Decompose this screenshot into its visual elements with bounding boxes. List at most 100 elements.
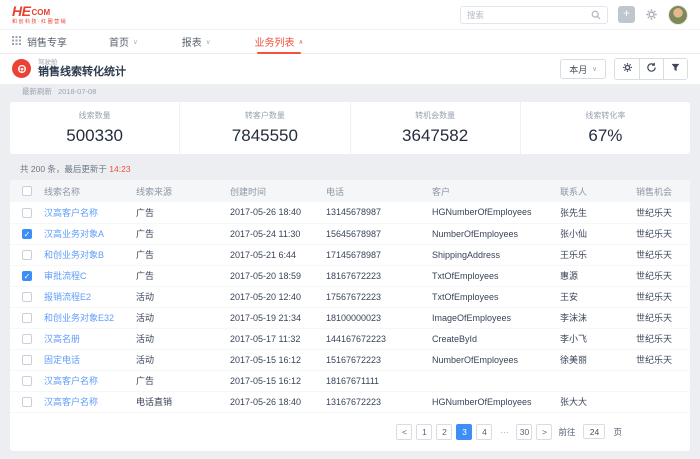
lead-name-link[interactable]: 汉高名册 (40, 328, 132, 349)
column-header: 销售机会 (632, 180, 690, 202)
logo-he: HE (12, 4, 30, 18)
table-row: 汉高名册活动2017-05-17 11:32144167672223Create… (10, 328, 690, 349)
tab-business-list-label: 业务列表 (255, 34, 295, 49)
row-checkbox[interactable] (22, 355, 32, 365)
pagination-prev-button[interactable]: < (396, 424, 412, 440)
refresh-button[interactable] (639, 59, 663, 79)
gear-icon (622, 60, 633, 78)
table-row: 和创业务对象E32活动2017-05-19 21:3418100000023Im… (10, 307, 690, 328)
refresh-label: 最新刷新 (22, 86, 52, 97)
stat-customers: 转客户数量 7845550 (180, 102, 350, 154)
tab-home-label: 首页 (109, 34, 129, 49)
row-checkbox-cell: ✓ (10, 265, 40, 286)
lead-created: 2017-05-24 11:30 (226, 223, 322, 244)
lead-customer: TxtOfEmployees (428, 286, 556, 307)
pagination-next-button[interactable]: > (536, 424, 552, 440)
tab-home[interactable]: 首页 ∨ (109, 30, 138, 54)
app-switcher[interactable]: 销售专享 (12, 34, 67, 49)
lead-name-link[interactable]: 汉高客户名称 (40, 391, 132, 412)
lead-phone: 17145678987 (322, 244, 428, 265)
search-icon[interactable] (591, 10, 601, 20)
pagination-page-3[interactable]: 3 (456, 424, 472, 440)
column-header: 联系人 (556, 180, 632, 202)
add-button[interactable]: + (618, 6, 635, 23)
summary-time: 14:23 (109, 164, 130, 174)
stats-card: 线索数量 500330 转客户数量 7845550 转机会数量 3647582 … (10, 102, 690, 154)
gear-icon[interactable] (645, 8, 658, 21)
lead-created: 2017-05-20 12:40 (226, 286, 322, 307)
row-checkbox[interactable]: ✓ (22, 229, 32, 239)
lead-contact: 张大大 (556, 391, 632, 412)
lead-customer: HGNumberOfEmployees (428, 202, 556, 223)
lead-created: 2017-05-15 16:12 (226, 370, 322, 391)
lead-source: 活动 (132, 328, 226, 349)
user-avatar[interactable] (668, 5, 688, 25)
page-jump-input[interactable] (583, 424, 605, 439)
tab-reports-label: 报表 (182, 34, 202, 49)
header-actions: + (460, 5, 688, 25)
row-checkbox-cell (10, 307, 40, 328)
lead-created: 2017-05-20 18:59 (226, 265, 322, 286)
lead-name-link[interactable]: 审批流程C (40, 265, 132, 286)
stat-label: 转机会数量 (415, 110, 455, 121)
lead-customer: ShippingAddress (428, 244, 556, 265)
page-head-actions: 本月 ∨ (560, 58, 688, 80)
lead-phone: 13145678987 (322, 202, 428, 223)
page-head-left: 驾驶舱 销售线索转化统计 (12, 59, 126, 79)
lead-name-link[interactable]: 汉高业务对象A (40, 223, 132, 244)
lead-phone: 15645678987 (322, 223, 428, 244)
search-box[interactable] (460, 6, 608, 24)
column-header: 创建时间 (226, 180, 322, 202)
pagination-page-1[interactable]: 1 (416, 424, 432, 440)
settings-button[interactable] (615, 59, 639, 79)
column-header: 线索来源 (132, 180, 226, 202)
lead-customer: HGNumberOfEmployees (428, 391, 556, 412)
pagination-page-4[interactable]: 4 (476, 424, 492, 440)
lead-name-link[interactable]: 固定电话 (40, 349, 132, 370)
table-card: 线索名称线索来源创建时间电话客户联系人销售机会 汉高客户名称广告2017-05-… (10, 180, 690, 451)
row-checkbox[interactable] (22, 376, 32, 386)
search-input[interactable] (467, 10, 591, 20)
lead-contact: 徐美丽 (556, 349, 632, 370)
lead-opportunity: 世纪乐天 (632, 244, 690, 265)
top-header: HE COM 和创科技·红圈营销 + (0, 0, 700, 30)
row-checkbox[interactable]: ✓ (22, 271, 32, 281)
row-checkbox[interactable] (22, 334, 32, 344)
pagination: < 1234···30 > 前往 页 (10, 413, 690, 447)
filter-button[interactable] (663, 59, 687, 79)
lead-phone: 18167672223 (322, 265, 428, 286)
logo[interactable]: HE COM 和创科技·红圈营销 (12, 4, 67, 25)
pagination-page-30[interactable]: 30 (516, 424, 532, 440)
chevron-down-icon: ∨ (592, 65, 597, 73)
table-row: 和创业务对象B广告2017-05-21 6:4417145678987Shipp… (10, 244, 690, 265)
tab-reports[interactable]: 报表 ∨ (182, 30, 211, 54)
row-checkbox[interactable] (22, 208, 32, 218)
page-title: 销售线索转化统计 (38, 66, 126, 79)
lead-created: 2017-05-21 6:44 (226, 244, 322, 265)
row-checkbox[interactable] (22, 250, 32, 260)
row-checkbox-cell (10, 202, 40, 223)
chevron-down-icon: ∨ (206, 38, 211, 46)
lead-opportunity: 世纪乐天 (632, 223, 690, 244)
lead-name-link[interactable]: 汉高客户名称 (40, 370, 132, 391)
lead-source: 广告 (132, 202, 226, 223)
filter-icon (670, 60, 681, 78)
lead-name-link[interactable]: 汉高客户名称 (40, 202, 132, 223)
stat-label: 线索转化率 (585, 110, 625, 121)
lead-contact: 张小仙 (556, 223, 632, 244)
lead-name-link[interactable]: 和创业务对象E32 (40, 307, 132, 328)
row-checkbox[interactable] (22, 292, 32, 302)
logo-text: HE COM (12, 4, 67, 18)
page-head-text: 驾驶舱 销售线索转化统计 (38, 59, 126, 79)
period-dropdown[interactable]: 本月 ∨ (560, 59, 606, 79)
chevron-down-icon: ∨ (133, 38, 138, 46)
row-checkbox[interactable] (22, 313, 32, 323)
pagination-page-2[interactable]: 2 (436, 424, 452, 440)
select-all-checkbox[interactable] (22, 186, 32, 196)
row-checkbox[interactable] (22, 397, 32, 407)
lead-name-link[interactable]: 和创业务对象B (40, 244, 132, 265)
page-head: 驾驶舱 销售线索转化统计 本月 ∨ (0, 54, 700, 84)
tab-business-list[interactable]: 业务列表 ∧ (255, 30, 304, 54)
select-all-cell (10, 180, 40, 202)
lead-name-link[interactable]: 报销流程E2 (40, 286, 132, 307)
